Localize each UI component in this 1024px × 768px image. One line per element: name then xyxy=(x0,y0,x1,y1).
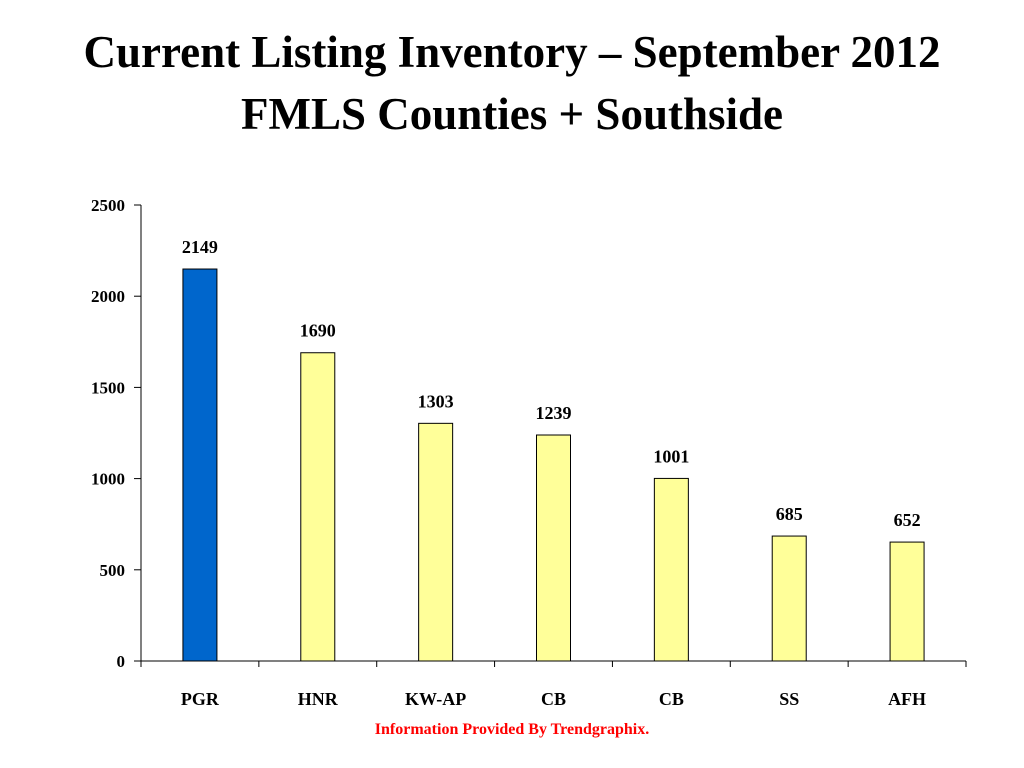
y-tick-label: 1000 xyxy=(91,470,125,489)
data-label: 1303 xyxy=(418,391,454,411)
x-tick-label: CB xyxy=(541,689,566,709)
bar xyxy=(300,352,336,662)
chart-title-line-1: Current Listing Inventory – September 20… xyxy=(83,27,941,77)
x-tick-label: CB xyxy=(659,689,684,709)
data-label: 1239 xyxy=(536,403,572,423)
x-tick-label: SS xyxy=(779,689,799,709)
y-tick-label: 2000 xyxy=(91,287,125,306)
x-tick-label: AFH xyxy=(888,689,926,709)
bar xyxy=(653,477,689,662)
data-label: 2149 xyxy=(182,237,218,257)
data-label: 685 xyxy=(776,504,803,524)
data-label: 1690 xyxy=(300,321,336,341)
y-tick-label: 1500 xyxy=(91,378,125,397)
x-tick-label: KW-AP xyxy=(405,689,466,709)
chart-title-line-2: FMLS Counties + Southside xyxy=(241,89,783,139)
x-tick-label: HNR xyxy=(298,689,339,709)
x-tick-label: PGR xyxy=(181,689,220,709)
bar xyxy=(182,268,218,662)
y-tick-label: 500 xyxy=(100,561,126,580)
bar xyxy=(889,541,925,662)
bar xyxy=(536,434,571,662)
y-tick-label: 2500 xyxy=(91,196,125,215)
y-tick-label: 0 xyxy=(117,652,126,671)
bar xyxy=(418,422,454,662)
bar xyxy=(771,535,807,662)
source-footnote: Information Provided By Trendgraphix. xyxy=(374,721,650,738)
data-label: 652 xyxy=(894,510,921,530)
data-label: 1001 xyxy=(653,446,689,466)
